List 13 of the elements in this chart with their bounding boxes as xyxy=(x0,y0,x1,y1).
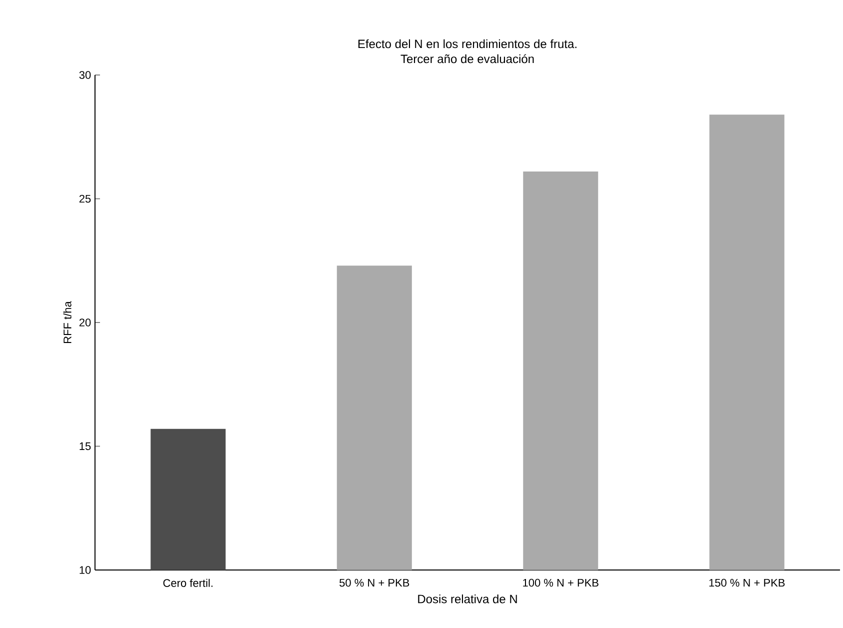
y-tick-label: 25 xyxy=(79,194,91,203)
y-axis-title: RFF t/ha xyxy=(63,301,72,343)
chart-title: Efecto del N en los rendimientos de fruta. xyxy=(358,39,576,48)
y-tick-label: 15 xyxy=(80,442,91,450)
chart-subtitle: Tercer año de evaluación xyxy=(400,54,534,64)
x-tick-label: 150 % N + PKB xyxy=(709,578,785,587)
y-tick-label: 10 xyxy=(80,566,91,574)
x-axis-title: Dosis relativa de N xyxy=(418,594,517,604)
y-tick-label: 20 xyxy=(79,318,91,326)
x-tick-label: 100 % N + PKB xyxy=(523,578,598,587)
x-tick-label: 50 % N + PKB xyxy=(340,578,410,587)
x-tick-label: Cero fertil. xyxy=(163,578,212,587)
y-tick-label: 30 xyxy=(79,71,91,79)
